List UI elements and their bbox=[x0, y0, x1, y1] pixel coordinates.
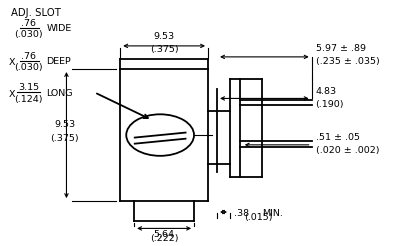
Text: WIDE: WIDE bbox=[46, 24, 72, 33]
Text: 9.53: 9.53 bbox=[154, 32, 175, 41]
Text: (.124): (.124) bbox=[14, 95, 43, 104]
Text: (.375): (.375) bbox=[150, 45, 178, 54]
Text: (.015): (.015) bbox=[244, 213, 272, 222]
Text: (.375): (.375) bbox=[50, 134, 79, 143]
Text: 9.53: 9.53 bbox=[54, 120, 75, 129]
Text: X: X bbox=[9, 59, 15, 67]
Text: 4.83: 4.83 bbox=[316, 87, 337, 96]
Text: .51 ± .05: .51 ± .05 bbox=[316, 133, 360, 142]
Text: .38: .38 bbox=[234, 209, 249, 218]
Text: (.222): (.222) bbox=[150, 234, 178, 243]
Text: (.030): (.030) bbox=[14, 30, 43, 39]
Text: (.020 ± .002): (.020 ± .002) bbox=[316, 146, 379, 155]
Text: DEEP: DEEP bbox=[46, 57, 71, 66]
Text: 3.15: 3.15 bbox=[18, 83, 39, 92]
Text: .76: .76 bbox=[21, 18, 36, 28]
Text: (.235 ± .035): (.235 ± .035) bbox=[316, 57, 379, 66]
Text: X: X bbox=[9, 90, 15, 99]
Text: 5.97 ± .89: 5.97 ± .89 bbox=[316, 44, 366, 53]
Text: LONG: LONG bbox=[46, 89, 73, 98]
Text: ADJ. SLOT: ADJ. SLOT bbox=[11, 8, 60, 18]
Text: (.030): (.030) bbox=[14, 63, 43, 73]
Text: 5.64: 5.64 bbox=[154, 230, 175, 239]
Text: MIN.: MIN. bbox=[262, 209, 283, 218]
Text: (.190): (.190) bbox=[316, 100, 344, 109]
Text: .76: .76 bbox=[21, 52, 36, 61]
